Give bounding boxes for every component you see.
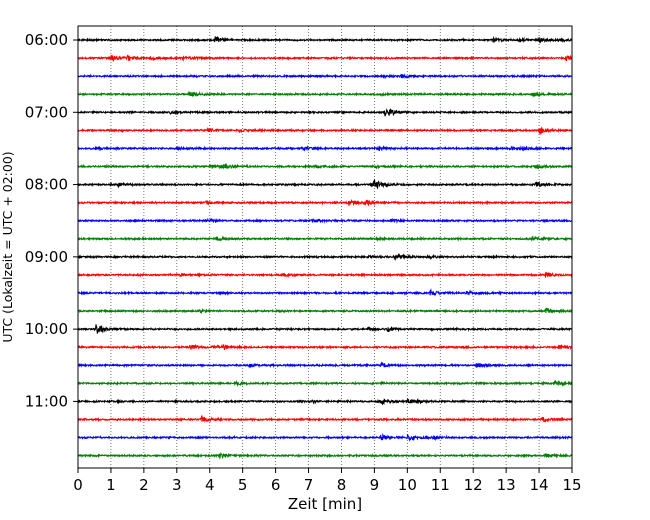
seismic-trace-0915 xyxy=(77,271,573,278)
y-tick-label: 07:00 xyxy=(25,103,68,121)
y-tick-label: 11:00 xyxy=(25,392,68,410)
seismic-trace-1030 xyxy=(77,361,573,369)
x-tick-label: 4 xyxy=(205,476,215,494)
seismic-trace-0815 xyxy=(77,198,573,207)
x-tick-label: 15 xyxy=(562,476,581,494)
seismic-trace-0930 xyxy=(77,288,573,297)
x-tick-label: 12 xyxy=(464,476,483,494)
y-axis-ticks: 06:00 07:00 08:00 09:00 10:00 11:00 xyxy=(25,31,78,410)
seismic-trace-0900 xyxy=(77,253,573,261)
x-tick-label: 14 xyxy=(530,476,549,494)
x-tick-label: 6 xyxy=(271,476,281,494)
x-tick-label: 8 xyxy=(337,476,347,494)
seismic-trace-0845 xyxy=(77,235,573,242)
plot-frame xyxy=(77,25,573,469)
seismic-trace-0730 xyxy=(77,145,573,152)
x-tick-label: 0 xyxy=(73,476,83,494)
traces-group xyxy=(77,35,573,459)
seismic-trace-1100 xyxy=(77,397,573,406)
seismic-trace-1015 xyxy=(77,343,573,351)
x-axis-label: Zeit [min] xyxy=(288,495,362,513)
seismic-trace-0715 xyxy=(77,126,573,136)
x-axis-ticks: 0 1 2 3 4 5 6 7 8 9 10 11 12 13 14 15 xyxy=(73,468,582,494)
seismic-trace-0745 xyxy=(77,162,573,170)
seismic-trace-1045 xyxy=(77,379,573,387)
seismic-trace-0645 xyxy=(77,90,573,98)
x-tick-label: 3 xyxy=(172,476,182,494)
x-tick-label: 13 xyxy=(497,476,516,494)
seismic-trace-0830 xyxy=(77,217,573,224)
seismic-trace-0630 xyxy=(77,73,573,80)
y-axis-label: UTC (Lokalzeit = UTC + 02:00) xyxy=(0,151,15,342)
y-tick-label: 09:00 xyxy=(25,248,68,266)
seismic-trace-0945 xyxy=(77,307,573,315)
x-tick-label: 10 xyxy=(398,476,417,494)
seismic-trace-0700 xyxy=(77,108,573,117)
x-tick-label: 1 xyxy=(106,476,116,494)
x-tick-label: 5 xyxy=(238,476,248,494)
seismic-trace-1000 xyxy=(77,324,573,334)
seismic-trace-1145 xyxy=(77,451,573,459)
x-tick-label: 9 xyxy=(370,476,380,494)
seismic-trace-0800 xyxy=(77,179,573,190)
seismic-trace-0615 xyxy=(77,54,573,62)
seismic-trace-0600 xyxy=(77,35,573,44)
x-tick-label: 2 xyxy=(139,476,149,494)
y-tick-label: 10:00 xyxy=(25,320,68,338)
x-tick-label: 7 xyxy=(304,476,314,494)
y-tick-label: 08:00 xyxy=(25,176,68,194)
seismic-trace-1115 xyxy=(77,414,573,423)
seismic-trace-1130 xyxy=(77,432,573,442)
x-tick-label: 11 xyxy=(431,476,450,494)
y-tick-label: 06:00 xyxy=(25,31,68,49)
